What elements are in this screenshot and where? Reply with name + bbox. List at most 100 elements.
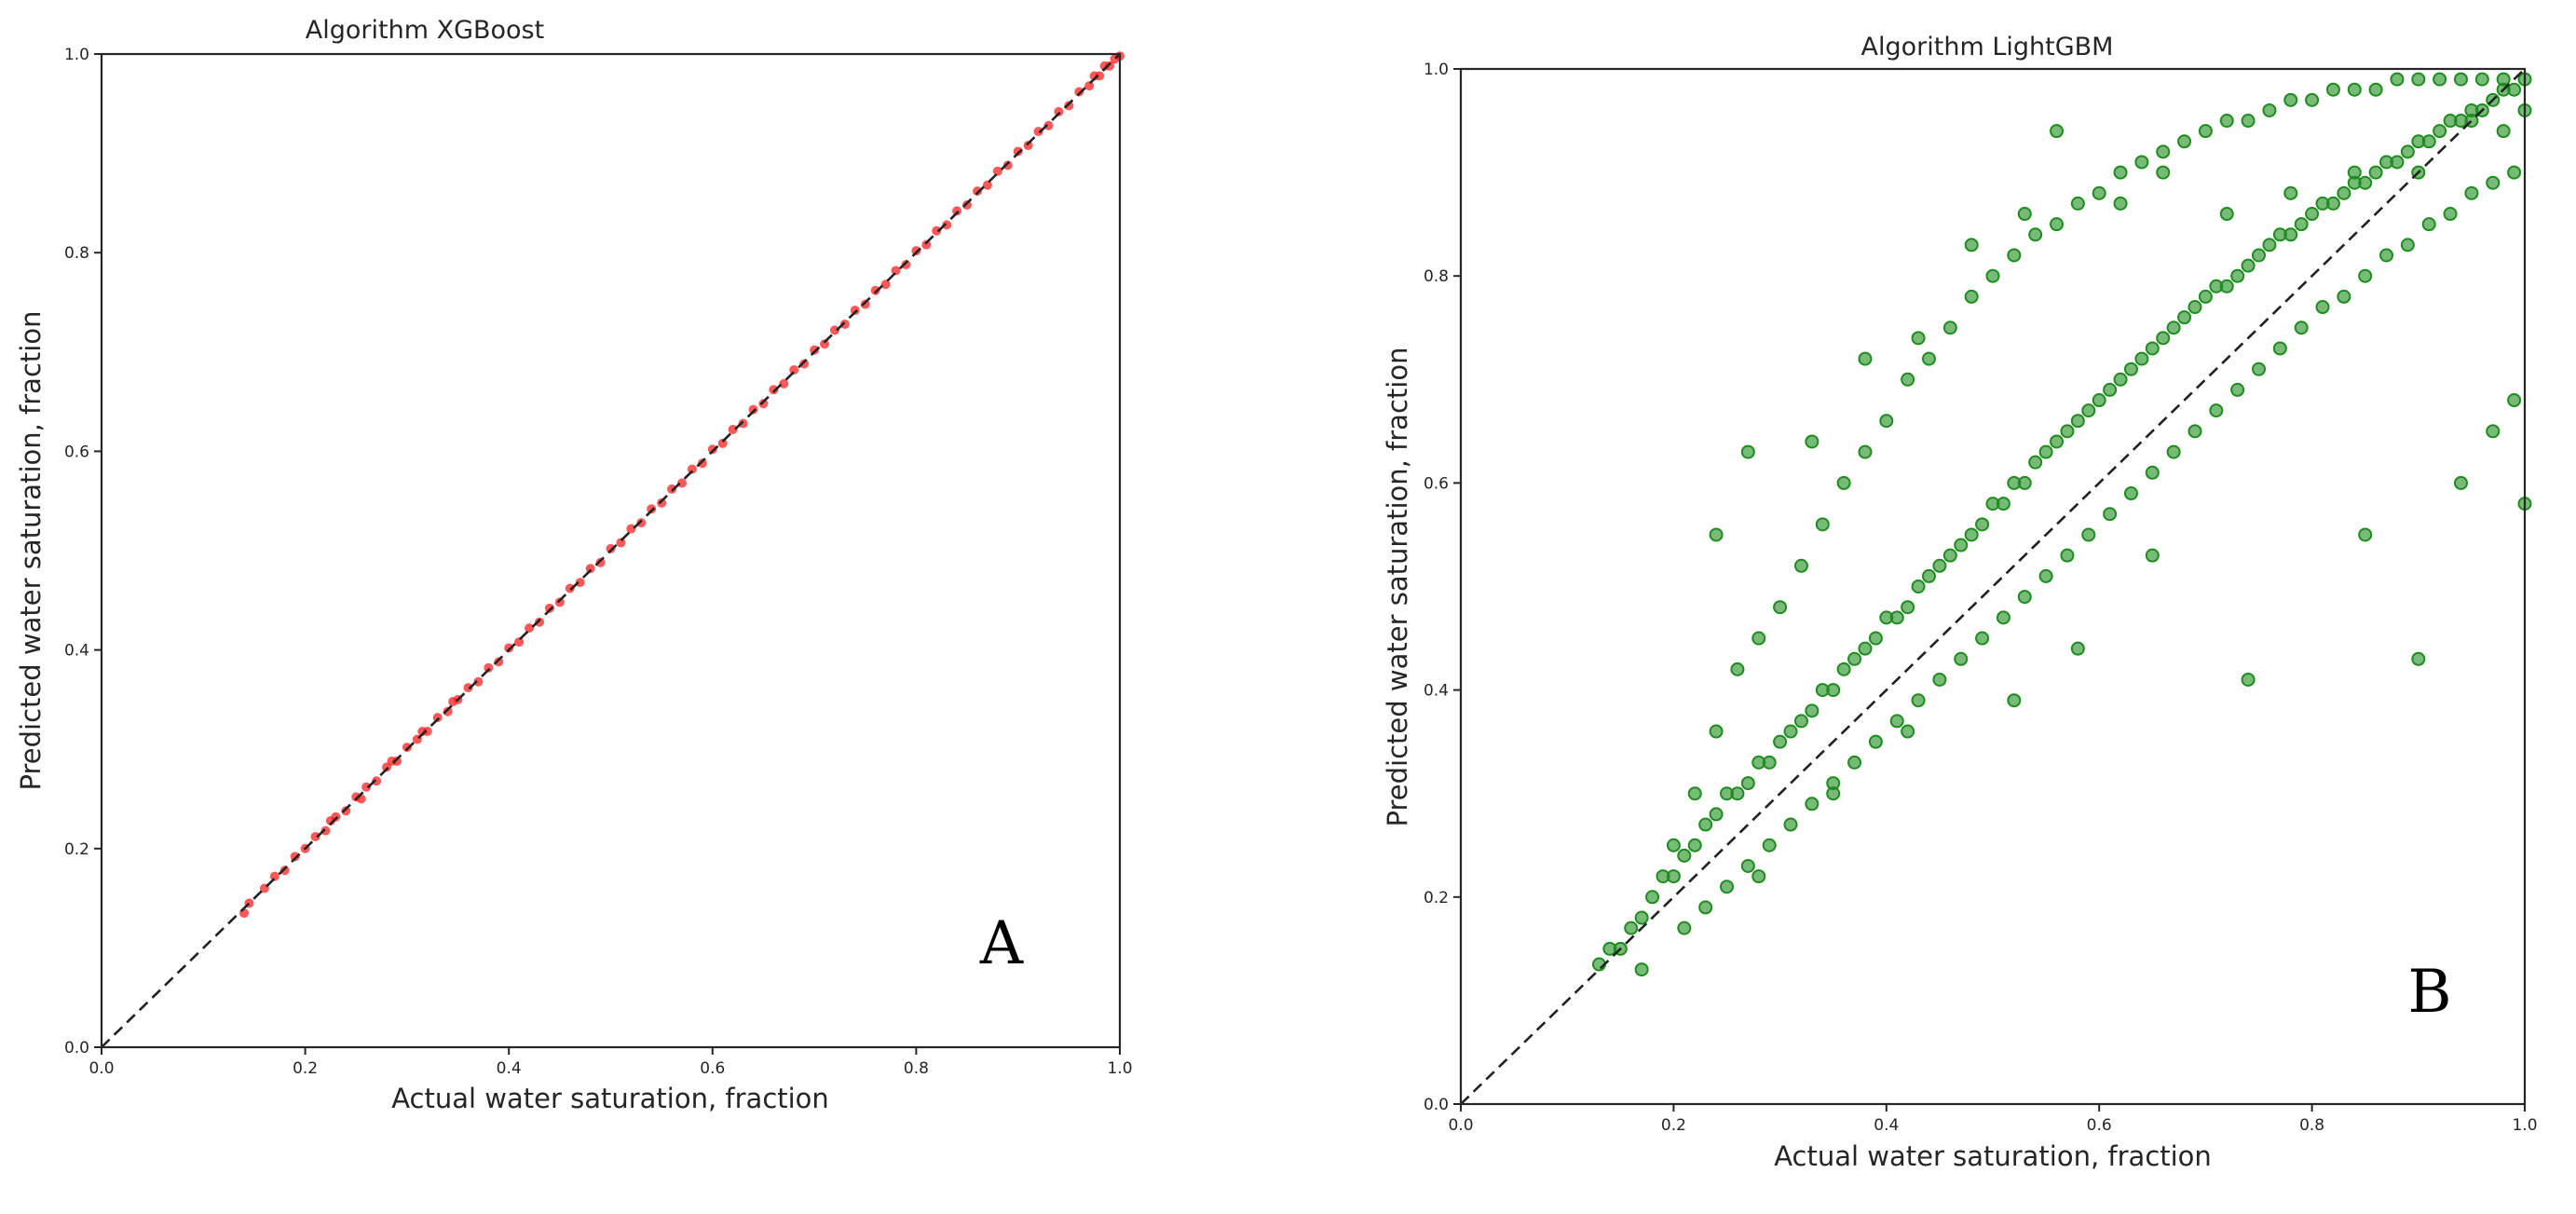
- x-tick-label: 0.6: [700, 1059, 725, 1078]
- scatter-point: [595, 557, 606, 567]
- scatter-point: [1975, 631, 1990, 646]
- scatter-point: [1074, 87, 1084, 97]
- scatter-point: [2050, 124, 2065, 139]
- y-tick-label: 0.0: [1424, 1096, 1449, 1114]
- scatter-point: [2050, 434, 2065, 449]
- scatter-point: [2433, 72, 2447, 87]
- scatter-point: [2219, 279, 2234, 293]
- scatter-point: [2134, 351, 2149, 366]
- y-tick-label: 0.8: [1424, 267, 1449, 286]
- y-tick-label: 0.2: [1424, 889, 1449, 907]
- scatter-point: [911, 246, 921, 256]
- scatter-point: [494, 657, 504, 667]
- scatter-point: [1762, 838, 1777, 853]
- scatter-point: [1964, 527, 1979, 542]
- scatter-point: [1889, 714, 1904, 729]
- scatter-point: [880, 280, 891, 290]
- scatter-point: [616, 538, 626, 548]
- scatter-point: [2166, 444, 2181, 459]
- scatter-point: [1868, 631, 1883, 646]
- scatter-point: [1751, 631, 1766, 646]
- scatter-point: [2262, 238, 2277, 252]
- scatter-point: [952, 206, 962, 216]
- scatter-point: [1793, 558, 1808, 573]
- scatter-point: [1740, 776, 1755, 791]
- scatter-point: [707, 444, 717, 455]
- y-tick-label: 1.0: [1424, 61, 1449, 79]
- scatter-point: [1730, 662, 1745, 676]
- scatter-point: [2358, 175, 2373, 190]
- scatter-point: [748, 404, 758, 415]
- scatter-point: [982, 180, 992, 190]
- scatter-point: [2486, 424, 2501, 439]
- scatter-point: [2060, 548, 2075, 563]
- x-tick-label: 0.8: [904, 1059, 929, 1078]
- scatter-point: [2453, 475, 2468, 490]
- scatter-point: [2028, 227, 2043, 242]
- scatter-point: [1921, 568, 1936, 583]
- chart-panel-lightgbm: Algorithm LightGBM 0.0 0.2 0.4 0.6 0.8 1.0 0.…: [1382, 33, 2538, 1172]
- scatter-point: [687, 464, 697, 474]
- scatter-point: [1666, 869, 1681, 884]
- scatter-point: [860, 299, 870, 309]
- scatter-point: [2134, 155, 2149, 170]
- scatter-point: [697, 458, 707, 469]
- scatter-point: [799, 359, 810, 369]
- scatter-point: [341, 806, 351, 816]
- scatter-point: [1677, 921, 1692, 935]
- scatter-point: [575, 578, 585, 588]
- scatter-point: [2411, 72, 2426, 87]
- scatter-point: [2507, 82, 2522, 97]
- scatter-point: [2123, 361, 2138, 376]
- scatter-point: [1698, 900, 1713, 915]
- scatter-point: [2283, 227, 2298, 242]
- scatter-point: [2103, 382, 2118, 397]
- scatter-point: [2433, 124, 2447, 139]
- scatter-point: [2188, 300, 2202, 315]
- scatter-point: [2305, 92, 2320, 107]
- scatter-point: [1954, 651, 1969, 666]
- scatter-point: [2368, 165, 2383, 180]
- x-tick-label: 0.4: [1874, 1116, 1899, 1135]
- scatter-point: [2241, 114, 2256, 129]
- scatter-point: [1709, 724, 1724, 739]
- scatter-point: [2145, 465, 2160, 480]
- scatter-point: [657, 498, 667, 508]
- scatter-point: [1687, 838, 1702, 853]
- scatter-point: [1634, 962, 1649, 977]
- scatter-point: [1942, 548, 1957, 563]
- scatter-point: [2241, 258, 2256, 273]
- scatter-point: [514, 637, 525, 648]
- scatter-point: [2283, 92, 2298, 107]
- x-axis-label: Actual water saturation, fraction: [1774, 1140, 2212, 1172]
- x-tick-label: 0.2: [1661, 1116, 1686, 1135]
- scatter-point: [992, 166, 1002, 176]
- scatter-point: [942, 220, 952, 230]
- scatter-point: [2358, 268, 2373, 283]
- scatter-point: [565, 583, 575, 593]
- scatter-point: [2337, 185, 2351, 200]
- scatter-point: [1720, 880, 1734, 894]
- scatter-point: [1847, 755, 1862, 770]
- scatter-point: [1709, 527, 1724, 542]
- scatter-point: [1932, 558, 1947, 573]
- scatter-point: [2050, 217, 2065, 232]
- y-tick-label: 0.0: [64, 1039, 89, 1057]
- scatter-point: [1921, 351, 1936, 366]
- panel-label: A: [979, 909, 1024, 978]
- scatter-point: [269, 871, 279, 881]
- scatter-point: [2070, 641, 2085, 656]
- scatter-point: [2156, 165, 2171, 180]
- scatter-point: [870, 285, 880, 295]
- scatter-point: [2325, 196, 2340, 211]
- scatter-point: [839, 319, 850, 329]
- scatter-point: [2400, 144, 2415, 159]
- scatter-point: [1889, 610, 1904, 625]
- scatter-point: [2219, 207, 2234, 222]
- x-tick-label: 0.8: [2299, 1116, 2324, 1135]
- scatter-point: [1805, 434, 1820, 449]
- scatter-point: [2209, 403, 2224, 418]
- scatter-point: [1783, 724, 1798, 739]
- scatter-point: [769, 385, 779, 395]
- scatter-point: [2092, 393, 2106, 408]
